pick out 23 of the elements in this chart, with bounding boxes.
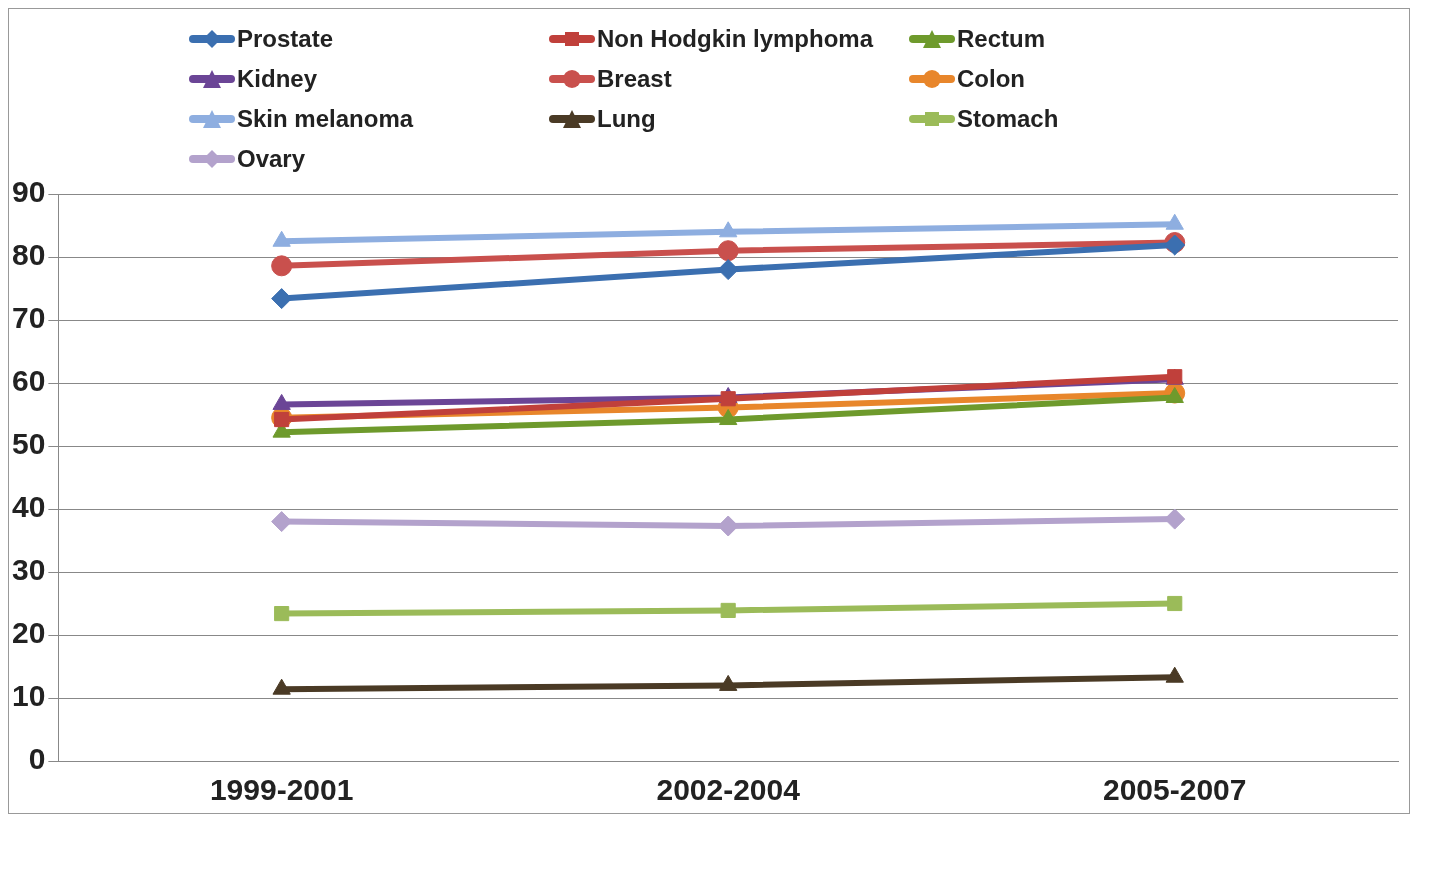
legend-label: Rectum <box>957 25 1046 53</box>
y-tick-label: 80 <box>11 238 46 272</box>
y-tick-label: 60 <box>11 364 46 398</box>
legend-label: Non Hodgkin lymphoma <box>597 25 873 53</box>
legend-label: Breast <box>597 65 672 93</box>
y-tick-label: 10 <box>11 679 46 713</box>
legend-label: Colon <box>957 65 1025 93</box>
legend-label: Prostate <box>237 25 334 53</box>
y-tick-label: 40 <box>11 490 46 524</box>
x-tick-label: 2002-2004 <box>656 773 801 807</box>
y-tick-label: 50 <box>11 427 46 461</box>
y-tick-label: 0 <box>28 742 46 776</box>
x-tick-label: 2005-2007 <box>1102 773 1247 807</box>
y-tick-label: 90 <box>11 175 46 209</box>
y-tick-label: 20 <box>11 616 46 650</box>
legend-label: Skin melanoma <box>237 105 414 133</box>
legend-label: Kidney <box>237 65 318 93</box>
legend-label: Lung <box>597 105 656 133</box>
legend-label: Stomach <box>957 105 1059 133</box>
legend-label: Ovary <box>237 145 306 173</box>
x-tick-label: 1999-2001 <box>209 773 354 807</box>
y-tick-label: 30 <box>11 553 46 587</box>
y-tick-label: 70 <box>11 301 46 335</box>
